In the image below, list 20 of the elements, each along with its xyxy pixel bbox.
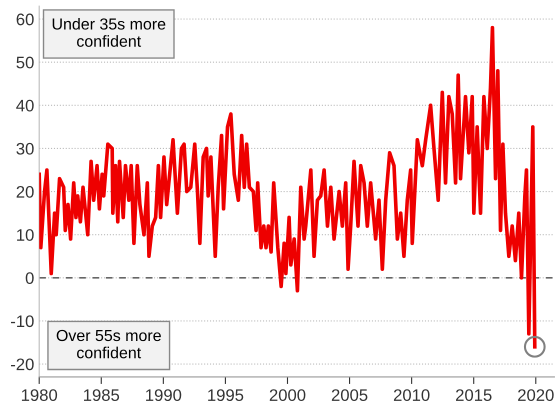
x-tick-label: 1985 bbox=[84, 389, 120, 402]
y-tick-label: 20 bbox=[16, 186, 34, 198]
annotation: Under 35s more confident bbox=[52, 18, 166, 47]
y-tick-label: -10 bbox=[10, 315, 34, 328]
x-tick-label: 1980 bbox=[22, 389, 58, 402]
x-tick-label: 2005 bbox=[332, 389, 368, 402]
y-tick-label: 0 bbox=[26, 272, 34, 284]
annotation: Over 55s more confident bbox=[56, 330, 161, 358]
x-tick-label: 2000 bbox=[270, 389, 306, 402]
x-tick-label: 2010 bbox=[394, 389, 430, 402]
x-tick-label: 1990 bbox=[146, 389, 182, 402]
x-tick-label: 2015 bbox=[456, 389, 492, 402]
y-tick-label: -20 bbox=[10, 358, 34, 370]
y-tick-label: 60 bbox=[16, 14, 34, 26]
y-tick-label: 10 bbox=[17, 229, 34, 241]
y-tick-label: 50 bbox=[16, 56, 34, 68]
y-tick-label: 30 bbox=[16, 142, 34, 155]
x-tick-label: 1995 bbox=[208, 389, 244, 402]
y-tick-label: 40 bbox=[16, 100, 34, 112]
x-tick-label: 2020 bbox=[518, 389, 554, 402]
